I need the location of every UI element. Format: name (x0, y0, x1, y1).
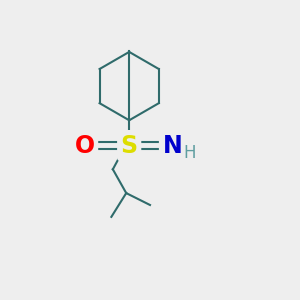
Text: O: O (74, 134, 95, 158)
Text: N: N (162, 134, 182, 158)
Text: H: H (184, 144, 197, 162)
Text: S: S (121, 134, 138, 158)
